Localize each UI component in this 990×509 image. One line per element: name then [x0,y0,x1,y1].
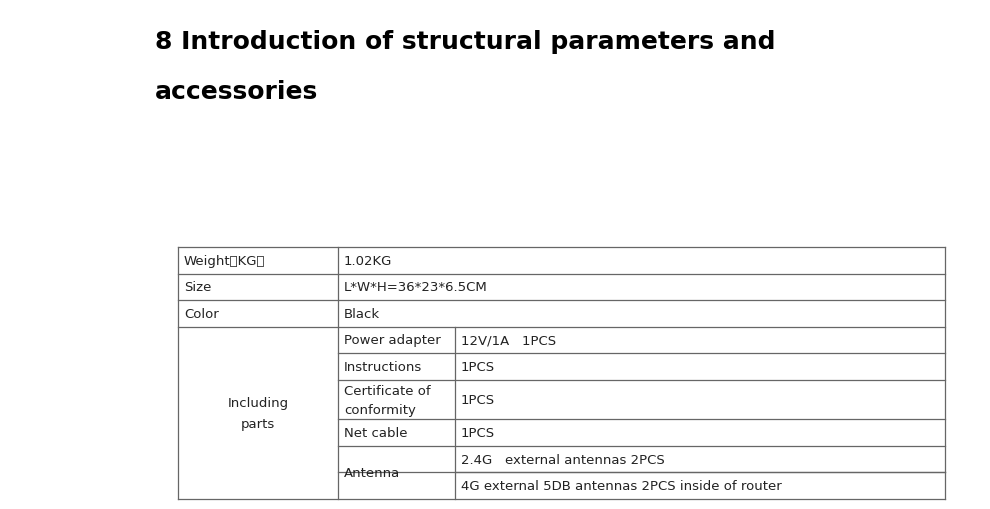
Text: Instructions: Instructions [344,360,423,373]
Text: Weight（KG）: Weight（KG） [184,254,265,267]
Text: 8 Introduction of structural parameters and: 8 Introduction of structural parameters … [155,30,775,54]
Text: Size: Size [184,281,212,294]
Text: Black: Black [344,307,380,320]
Text: 2.4G   external antennas 2PCS: 2.4G external antennas 2PCS [461,453,664,466]
Text: Power adapter: Power adapter [344,334,441,347]
Text: Including
parts: Including parts [228,396,288,430]
Text: L*W*H=36*23*6.5CM: L*W*H=36*23*6.5CM [344,281,488,294]
Text: Net cable: Net cable [344,427,408,439]
Text: 1PCS: 1PCS [461,360,495,373]
Text: 4G external 5DB antennas 2PCS inside of router: 4G external 5DB antennas 2PCS inside of … [461,479,782,492]
Text: 1PCS: 1PCS [461,427,495,439]
Text: 12V/1A   1PCS: 12V/1A 1PCS [461,334,556,347]
Text: accessories: accessories [155,80,318,104]
Text: Certificate of
conformity: Certificate of conformity [344,384,431,416]
Text: Antenna: Antenna [344,466,400,479]
Text: 1.02KG: 1.02KG [344,254,392,267]
Text: Color: Color [184,307,219,320]
Text: 1PCS: 1PCS [461,393,495,406]
